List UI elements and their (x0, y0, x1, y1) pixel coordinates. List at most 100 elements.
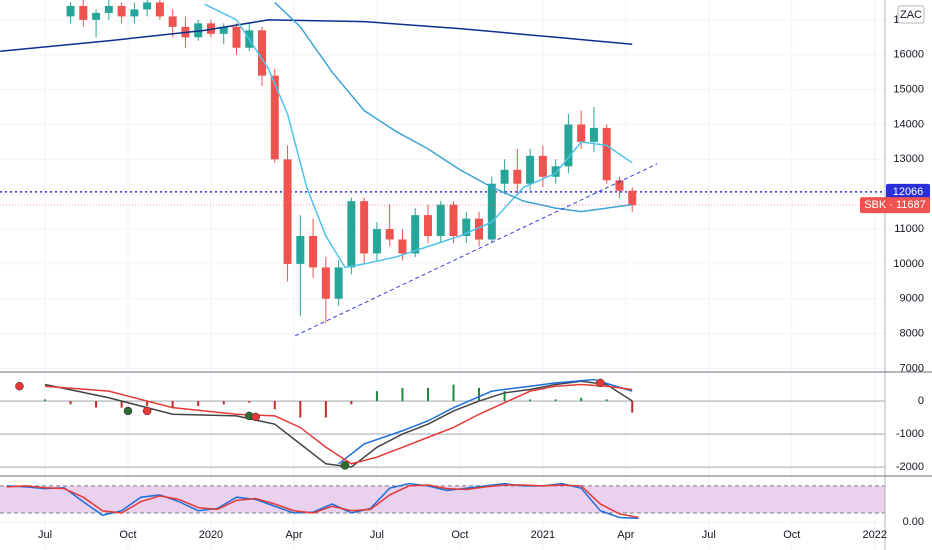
symbol-tag-box (860, 197, 930, 214)
x-tick-label: 2022 (863, 529, 887, 541)
candle-body (564, 124, 573, 167)
candle-body (309, 236, 318, 268)
candle-body (628, 190, 637, 206)
candle-body (526, 155, 535, 184)
histogram-bar (299, 401, 302, 418)
y-tick-label: 7000 (900, 362, 924, 374)
x-tick-label: 2020 (199, 529, 223, 541)
histogram-bar (529, 399, 532, 402)
series-line (44, 380, 633, 468)
candle-body (449, 204, 458, 237)
candle-body (104, 5, 113, 13)
histogram-bar (95, 401, 98, 408)
price-tag: 12066 (886, 183, 930, 200)
y-tick-label: 8000 (900, 328, 924, 340)
candle-body (372, 229, 381, 254)
candle-body (462, 218, 471, 237)
candle-body (334, 267, 343, 299)
signal-dot (15, 381, 24, 391)
candle-body (130, 9, 139, 17)
candle-body (168, 16, 177, 27)
x-tick-label: Jul (702, 529, 716, 541)
candle-body (436, 204, 445, 237)
x-tick-label: Oct (451, 529, 468, 541)
histogram-bar (120, 401, 123, 408)
histogram-bar (197, 401, 200, 407)
currency: ZAC (900, 9, 922, 21)
histogram-bar (426, 387, 429, 402)
histogram-bar (375, 391, 378, 402)
histogram-bar (503, 391, 506, 402)
histogram-bar (69, 401, 72, 405)
candle-body (398, 239, 407, 254)
x-tick-label: 2021 (531, 529, 555, 541)
candle-body (602, 127, 611, 181)
series-line (44, 383, 633, 465)
candle-body (500, 169, 509, 184)
candle-body (475, 218, 484, 240)
candle-body (270, 75, 279, 160)
candle-body (487, 183, 496, 240)
candle-body (79, 5, 88, 20)
x-tick-label: Oct (119, 529, 136, 541)
candle-body (347, 201, 356, 268)
x-tick-label: Oct (783, 529, 800, 541)
candle-body (577, 124, 586, 142)
y-tick-label: 13000 (893, 153, 924, 165)
series-line (6, 484, 639, 519)
histogram-bar (146, 401, 149, 407)
y-tick-label: 0.00 (903, 516, 924, 528)
y-tick-label: 16000 (893, 49, 924, 61)
candle-body (615, 180, 624, 191)
candle-body (296, 236, 305, 264)
candle-body (538, 155, 547, 177)
signal-dot (123, 406, 133, 416)
y-tick-label: 0 (918, 395, 924, 407)
price-tag-box (886, 183, 930, 200)
histogram-bar (350, 401, 353, 405)
x-tick-label: Apr (285, 529, 302, 541)
candle-body (117, 5, 126, 17)
signal-dot (340, 461, 350, 470)
candle-body (283, 159, 292, 264)
signal-dot (142, 406, 152, 416)
candle-body (258, 30, 267, 76)
marks (0, 0, 885, 520)
candle-body (321, 267, 330, 299)
candle-body (92, 12, 101, 20)
symbol-tag: SBK · 11687 (860, 197, 930, 214)
y-tick-label: 11000 (894, 223, 924, 235)
series-line (274, 1, 633, 213)
candle-body (551, 166, 560, 177)
candle-body (155, 2, 164, 17)
histogram-bar (324, 401, 327, 418)
signal-dot (251, 412, 260, 422)
candle-body (66, 5, 75, 17)
series-line (338, 378, 633, 465)
signal-dot (596, 378, 605, 388)
y-tick-label: -2000 (896, 461, 924, 473)
series-line (0, 19, 633, 52)
candle-body (232, 26, 241, 48)
candle-body (589, 127, 598, 142)
x-tick-label: Apr (617, 529, 634, 541)
y-tick-label: 14000 (893, 118, 924, 130)
symbol-tag-text: SBK · 11687 (864, 199, 926, 211)
candle-body (385, 229, 394, 240)
series-line (204, 3, 633, 269)
histogram-bar (605, 399, 608, 402)
histogram-bar (631, 401, 634, 413)
histogram-bar (580, 397, 583, 402)
currency-box (897, 5, 925, 24)
candle-body (423, 215, 432, 237)
candle-body (219, 26, 228, 34)
y-tick-label: 15000 (893, 84, 924, 96)
histogram-bar (222, 401, 225, 405)
y-tick-label: 10000 (893, 258, 924, 270)
candle-body (143, 2, 152, 10)
x-tick-label: Jul (370, 529, 384, 541)
histogram-bar (452, 384, 455, 402)
labels: Jul Oct 2020 Apr Jul Oct 2021 Apr Jul Oct 2022 7000… (38, 14, 930, 541)
